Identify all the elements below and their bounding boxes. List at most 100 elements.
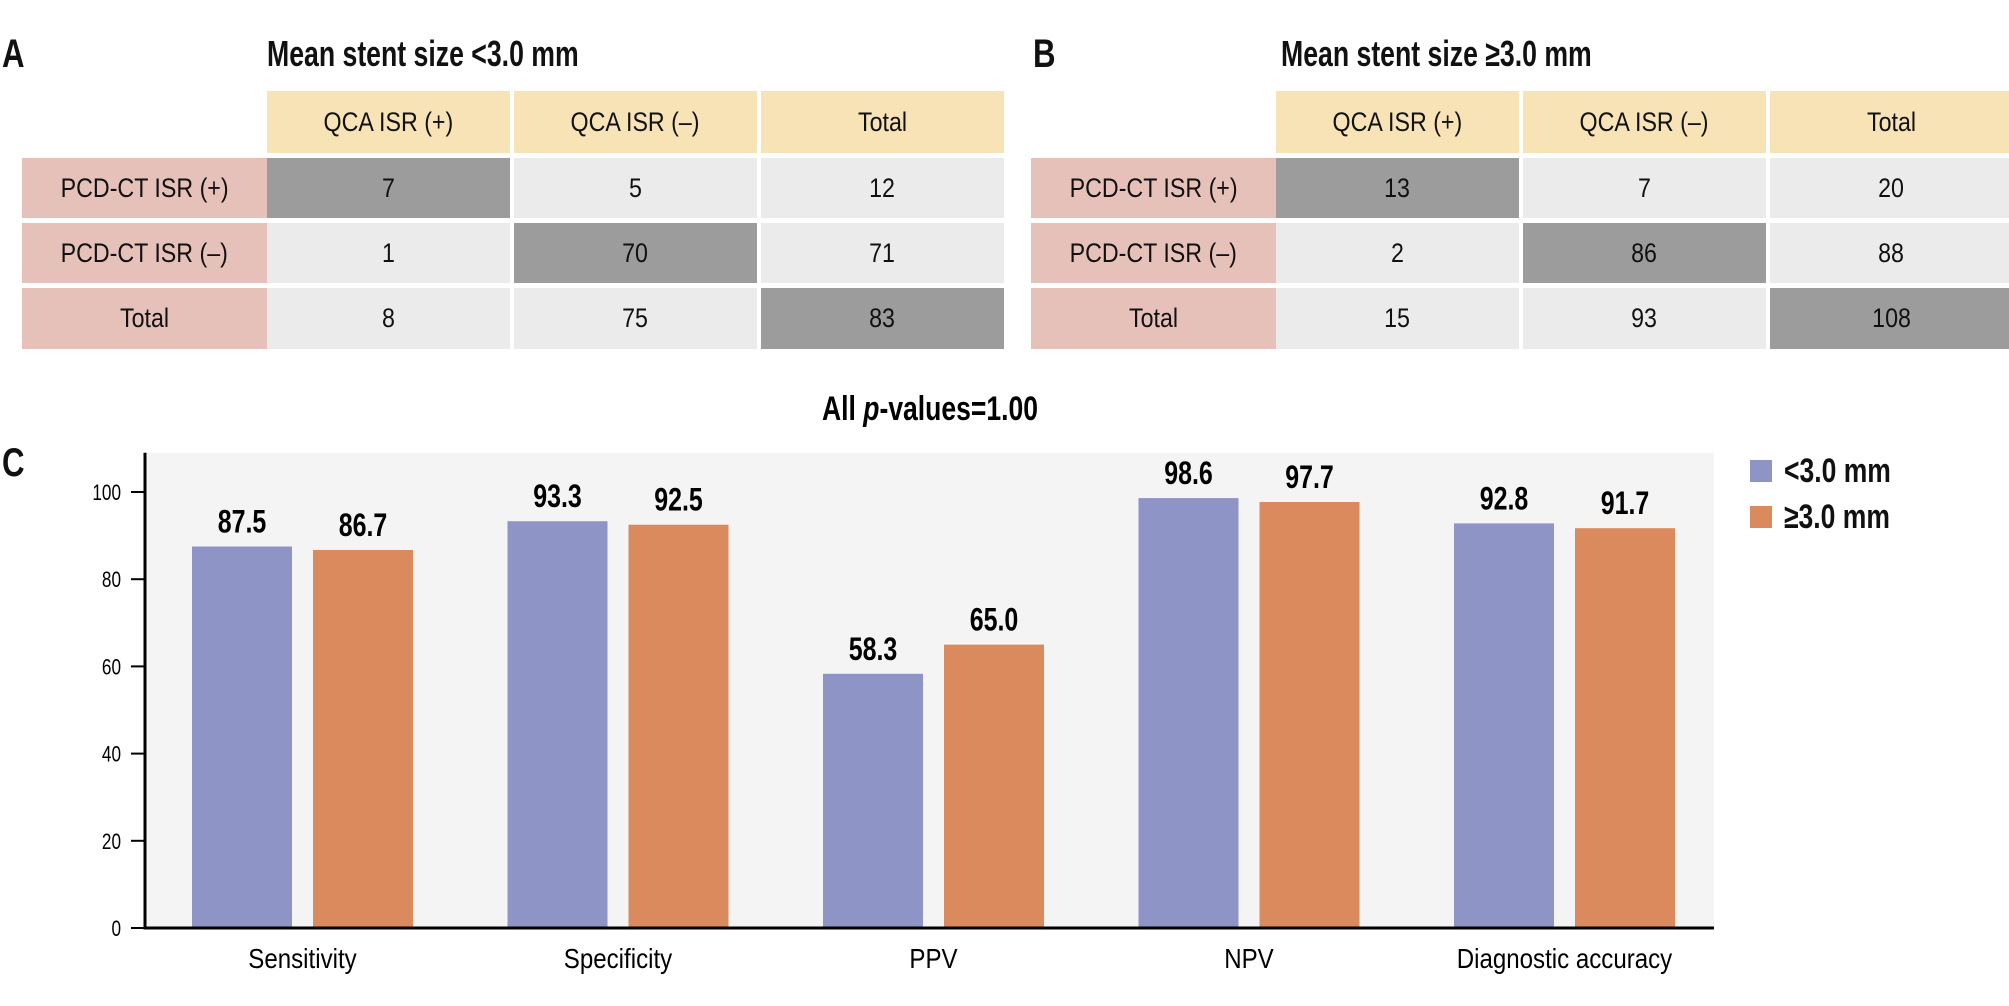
bar-value-label: 93.3	[533, 479, 582, 515]
table-cell: 12	[761, 158, 1004, 218]
column-header: QCA ISR (+)	[1276, 91, 1519, 153]
table-cell-text: 20	[1878, 172, 1905, 203]
table-cell-text: 75	[622, 303, 649, 333]
column-header: Total	[761, 91, 1004, 153]
table-cell-text: 70	[622, 237, 649, 268]
table-cell: 5	[514, 158, 757, 218]
legend-swatch-small	[1750, 460, 1772, 482]
row-label-text: PCD-CT ISR (–)	[60, 237, 229, 268]
row-label-text: PCD-CT ISR (+)	[1069, 172, 1238, 203]
y-tick-label: 60	[102, 655, 121, 680]
category-label: NPV	[1224, 942, 1274, 974]
table-cell: 15	[1276, 288, 1519, 349]
y-tick-label: 0	[111, 917, 121, 942]
table-cell: 83	[761, 288, 1004, 349]
table-cell: 13	[1276, 158, 1519, 218]
legend-item-small: <3.0 mm	[1750, 448, 1921, 494]
row-label: PCD-CT ISR (–)	[22, 223, 267, 283]
bar-value-label: 87.5	[218, 505, 267, 541]
y-tick-label: 20	[102, 830, 121, 855]
bar-large-0	[313, 549, 413, 928]
bar-small-2	[823, 673, 923, 928]
table-cell-text: 13	[1384, 172, 1411, 203]
panel-letter-a: A	[2, 32, 25, 76]
legend-label-large: ≥3.0 mm	[1784, 497, 1890, 536]
table-cell-text: 83	[869, 303, 896, 333]
table-cell: 75	[514, 288, 757, 349]
table-cell-text: 12	[869, 172, 896, 203]
column-header: QCA ISR (–)	[514, 91, 757, 153]
bar-large-3	[1259, 502, 1360, 928]
table-cell-text: 71	[869, 237, 896, 268]
panel-b-title: Mean stent size ≥3.0 mm	[1281, 33, 1592, 74]
category-label: Specificity	[564, 942, 672, 974]
chart-title-prefix: All	[822, 390, 863, 428]
table-cell: 108	[1770, 288, 2009, 349]
row-label: PCD-CT ISR (–)	[1031, 223, 1276, 283]
bar-value-label: 92.5	[654, 483, 703, 519]
chart-title: All p-values=1.00	[822, 390, 1038, 428]
bar-small-1	[507, 521, 608, 928]
table-cell: 70	[514, 223, 757, 283]
table-cell-text: 108	[1872, 303, 1911, 333]
table-cell: 93	[1523, 288, 1766, 349]
table-cell: 88	[1770, 223, 2009, 283]
column-header: QCA ISR (+)	[267, 91, 510, 153]
panel-letter-b: B	[1033, 32, 1056, 76]
bar-value-label: 86.7	[339, 508, 388, 544]
chart-title-italic: p	[862, 390, 879, 428]
table-cell-text: 2	[1391, 237, 1404, 268]
table-cell: 86	[1523, 223, 1766, 283]
bar-small-3	[1138, 498, 1239, 928]
table-cell-text: 93	[1631, 303, 1658, 333]
column-header: Total	[1770, 91, 2009, 153]
table-cell-text: 7	[382, 172, 395, 203]
bar-value-label: 97.7	[1285, 460, 1334, 496]
column-header: QCA ISR (–)	[1523, 91, 1766, 153]
row-label: PCD-CT ISR (+)	[1031, 158, 1276, 218]
bar-large-4	[1575, 528, 1675, 928]
column-header-text: QCA ISR (+)	[1332, 106, 1463, 137]
bar-large-2	[944, 644, 1044, 928]
chart-title-suffix: -values=1.00	[879, 390, 1037, 428]
table-cell-text: 8	[382, 303, 395, 333]
table-cell-text: 88	[1878, 237, 1905, 268]
category-label: Diagnostic accuracy	[1457, 942, 1672, 974]
column-header-text: QCA ISR (–)	[1579, 106, 1710, 137]
y-tick-label: 100	[92, 481, 121, 506]
row-label-text: PCD-CT ISR (–)	[1069, 237, 1238, 268]
legend: <3.0 mm ≥3.0 mm	[1750, 448, 1921, 540]
table-cell: 8	[267, 288, 510, 349]
bar-value-label: 91.7	[1601, 486, 1650, 522]
bar-small-0	[192, 546, 292, 928]
column-header-text: QCA ISR (–)	[570, 106, 701, 137]
bar-value-label: 58.3	[849, 632, 898, 668]
category-label: Sensitivity	[248, 942, 356, 974]
table-cell: 1	[267, 223, 510, 283]
column-header-text: Total	[857, 106, 908, 137]
category-label: PPV	[909, 942, 958, 974]
bar-value-label: 98.6	[1164, 456, 1213, 492]
table-cell: 20	[1770, 158, 2009, 218]
table-cell-text: 86	[1631, 237, 1658, 268]
table-cell: 71	[761, 223, 1004, 283]
table-cell: 2	[1276, 223, 1519, 283]
table-cell: 7	[1523, 158, 1766, 218]
panel-letter-c: C	[2, 441, 25, 485]
row-label-text: PCD-CT ISR (+)	[60, 172, 229, 203]
bar-value-label: 65.0	[970, 603, 1019, 639]
legend-label-small: <3.0 mm	[1784, 451, 1891, 490]
table-cell-text: 5	[629, 172, 642, 203]
legend-swatch-large	[1750, 506, 1772, 528]
row-label: PCD-CT ISR (+)	[22, 158, 267, 218]
bar-value-label: 92.8	[1480, 482, 1529, 518]
row-label-text: Total	[1128, 303, 1179, 333]
row-label-text: Total	[119, 303, 170, 333]
column-header-text: Total	[1866, 106, 1917, 137]
bar-small-4	[1454, 523, 1554, 928]
table-cell-text: 1	[382, 237, 395, 268]
panel-a-title: Mean stent size <3.0 mm	[267, 33, 579, 74]
table-cell-text: 15	[1384, 303, 1411, 333]
y-tick-label: 40	[102, 743, 121, 768]
